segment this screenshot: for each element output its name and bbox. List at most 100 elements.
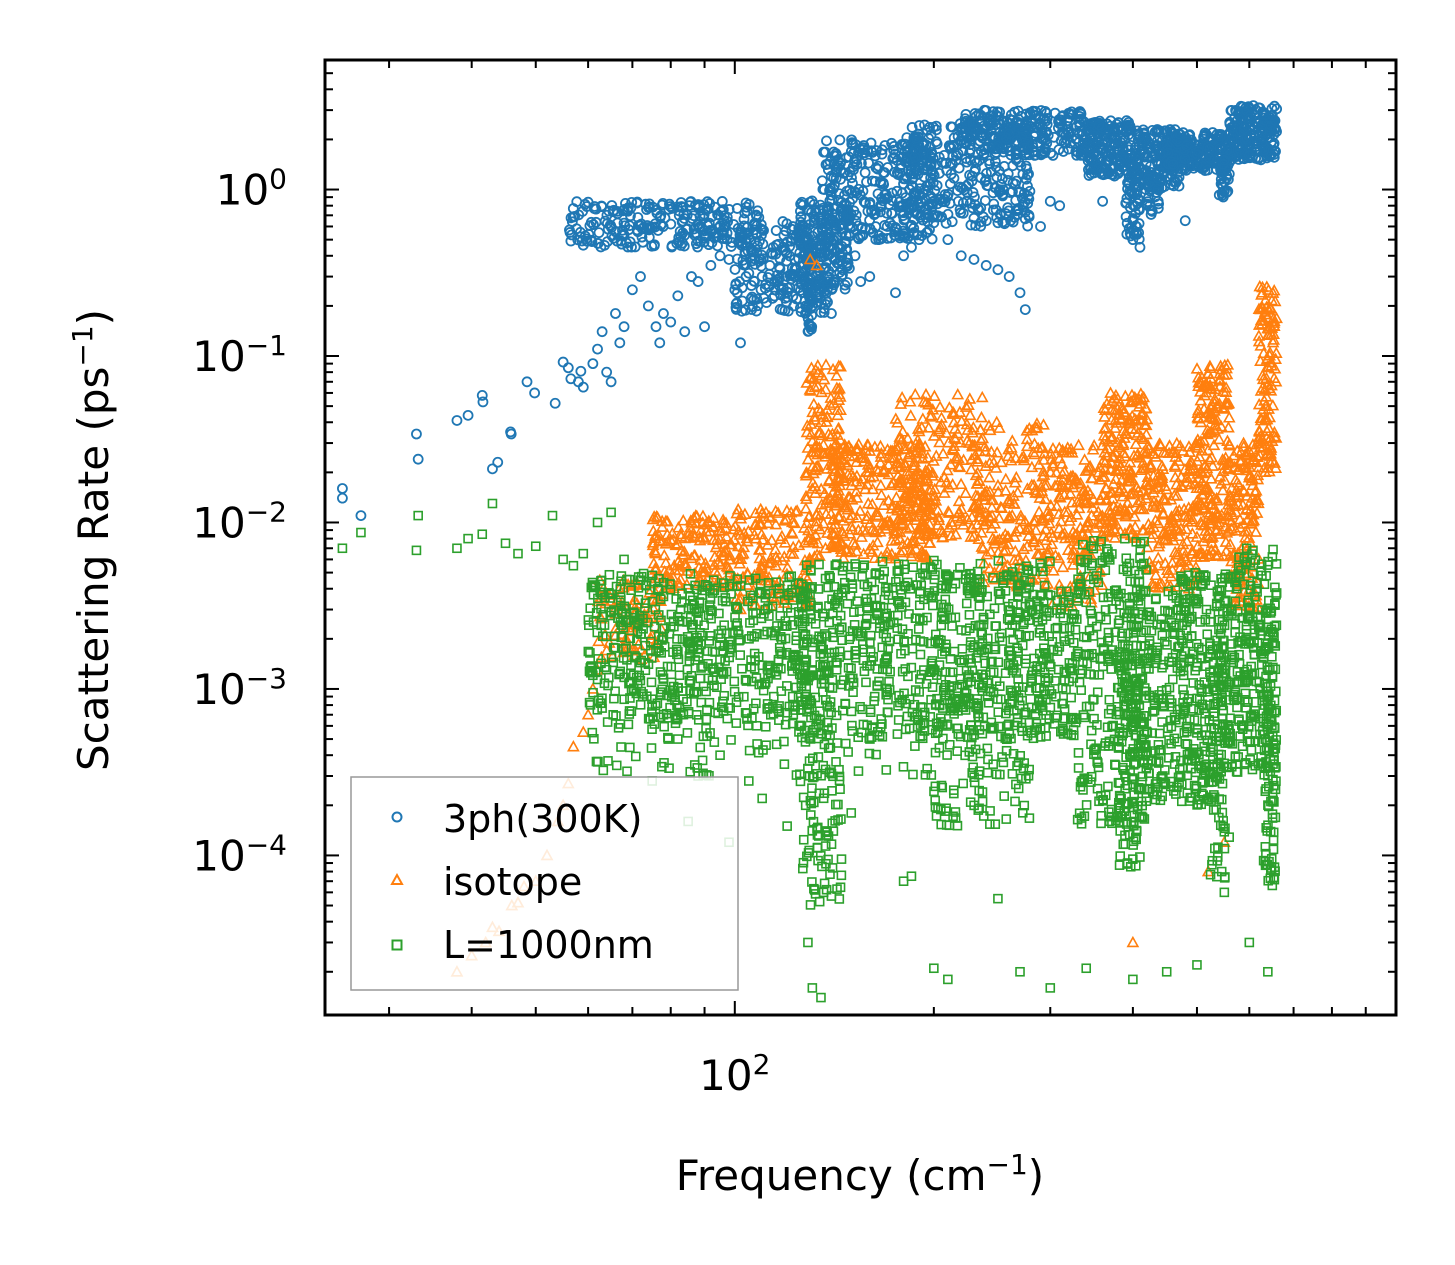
point-3ph-300k-: [1034, 117, 1046, 129]
point-3ph-300k-: [865, 137, 877, 149]
point-isotope: [676, 548, 690, 560]
point-3ph-300k-: [838, 167, 850, 179]
point-3ph-300k-: [795, 266, 807, 278]
point-3ph-300k-: [631, 197, 643, 209]
point-3ph-300k-: [1017, 201, 1029, 213]
point-3ph-300k-: [1266, 103, 1278, 115]
point-3ph-300k-: [815, 284, 827, 296]
point-isotope: [672, 520, 685, 533]
point-isotope: [990, 415, 1004, 428]
point-3ph-300k-: [1222, 174, 1234, 185]
point-isotope: [688, 548, 702, 561]
point-3ph-300k-: [952, 185, 963, 197]
point-3ph-300k-: [1009, 178, 1021, 190]
point-3ph-300k-: [909, 144, 921, 156]
point-3ph-300k-: [849, 186, 861, 198]
point-3ph-300k-: [1124, 202, 1136, 213]
point-3ph-300k-: [830, 173, 842, 184]
point-3ph-300k-: [796, 196, 808, 208]
point-3ph-300k-: [891, 185, 903, 197]
point-3ph-300k-: [932, 210, 944, 222]
point-3ph-300k-: [593, 227, 605, 239]
point-3ph-300k-: [929, 184, 941, 196]
point-3ph-300k-: [487, 463, 498, 475]
point-3ph-300k-: [1105, 145, 1116, 157]
point-3ph-300k-: [747, 249, 759, 261]
point-3ph-300k-: [621, 237, 632, 249]
point-3ph-300k-: [585, 216, 597, 228]
point-3ph-300k-: [698, 199, 710, 211]
point-isotope: [685, 551, 698, 564]
point-3ph-300k-: [939, 189, 951, 200]
point-isotope: [904, 409, 918, 421]
point-3ph-300k-: [595, 241, 607, 253]
point-3ph-300k-: [1030, 149, 1042, 161]
point-3ph-300k-: [1139, 147, 1151, 159]
point-isotope: [699, 517, 713, 530]
point-isotope: [874, 478, 888, 491]
point-3ph-300k-: [1093, 119, 1105, 131]
point-isotope: [659, 556, 673, 568]
point-3ph-300k-: [649, 221, 661, 233]
point-3ph-300k-: [967, 124, 979, 135]
point-3ph-300k-: [955, 250, 967, 262]
point-3ph-300k-: [805, 293, 817, 305]
point-3ph-300k-: [847, 139, 859, 151]
point-3ph-300k-: [970, 163, 981, 175]
point-3ph-300k-: [1064, 108, 1076, 120]
point-3ph-300k-: [624, 220, 635, 231]
point-3ph-300k-: [451, 415, 463, 426]
point-3ph-300k-: [1035, 221, 1046, 232]
point-3ph-300k-: [337, 492, 348, 504]
point-3ph-300k-: [666, 241, 678, 253]
point-3ph-300k-: [957, 145, 969, 157]
point-3ph-300k-: [1269, 115, 1281, 127]
point-3ph-300k-: [909, 163, 920, 175]
point-isotope: [999, 472, 1013, 485]
point-3ph-300k-: [994, 209, 1006, 221]
point-3ph-300k-: [759, 282, 771, 294]
point-3ph-300k-: [824, 156, 836, 167]
point-3ph-300k-: [1253, 102, 1265, 114]
point-3ph-300k-: [1096, 122, 1108, 134]
point-3ph-300k-: [1187, 160, 1199, 172]
point-3ph-300k-: [906, 241, 917, 253]
point-3ph-300k-: [1202, 141, 1213, 153]
point-3ph-300k-: [859, 167, 871, 179]
point-3ph-300k-: [965, 154, 976, 166]
point-3ph-300k-: [658, 308, 669, 319]
point-isotope: [710, 533, 724, 545]
point-3ph-300k-: [873, 160, 884, 172]
point-3ph-300k-: [860, 197, 871, 209]
point-isotope: [693, 530, 707, 542]
point-3ph-300k-: [529, 387, 541, 399]
point-3ph-300k-: [1030, 106, 1041, 117]
point-isotope: [1204, 472, 1218, 484]
point-3ph-300k-: [907, 199, 919, 211]
point-3ph-300k-: [827, 234, 839, 245]
point-3ph-300k-: [1003, 145, 1015, 157]
point-3ph-300k-: [685, 196, 696, 208]
point-3ph-300k-: [702, 219, 713, 231]
point-3ph-300k-: [1088, 130, 1100, 142]
point-3ph-300k-: [1244, 139, 1256, 150]
point-3ph-300k-: [1024, 185, 1036, 197]
point-isotope: [696, 509, 710, 521]
point-3ph-300k-: [1071, 149, 1083, 161]
point-3ph-300k-: [718, 233, 730, 244]
point-3ph-300k-: [866, 145, 877, 157]
point-isotope: [716, 513, 730, 525]
point-3ph-300k-: [979, 176, 991, 187]
point-3ph-300k-: [1019, 304, 1031, 316]
point-3ph-300k-: [881, 207, 893, 219]
point-3ph-300k-: [947, 158, 958, 170]
point-isotope: [1056, 560, 1070, 573]
point-3ph-300k-: [897, 230, 909, 241]
point-3ph-300k-: [989, 114, 1001, 125]
point-3ph-300k-: [910, 132, 922, 144]
point-3ph-300k-: [1055, 135, 1067, 147]
point-3ph-300k-: [926, 212, 938, 223]
point-3ph-300k-: [772, 238, 784, 250]
point-3ph-300k-: [909, 151, 921, 163]
